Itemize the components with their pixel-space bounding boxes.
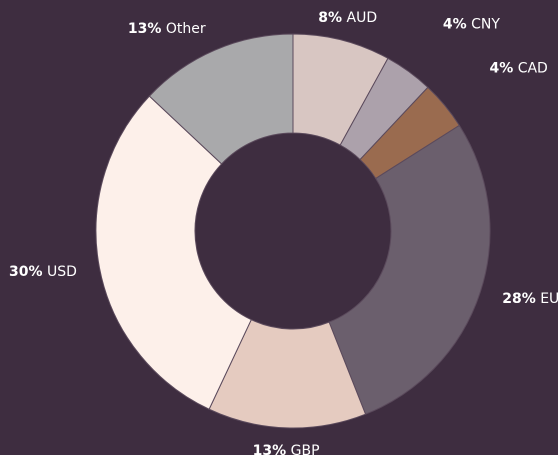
value-label: 4% (489, 60, 513, 76)
category-label: CAD (518, 60, 548, 76)
value-label: 4% (443, 17, 467, 33)
slice (95, 95, 252, 410)
value-label: 13% (128, 21, 162, 37)
category-label: GBP (291, 443, 320, 455)
slice-label: 13% Other (128, 21, 206, 37)
value-label: 28% (502, 291, 536, 307)
slice (328, 124, 491, 415)
slice-label: 4% CAD (489, 60, 547, 76)
value-label: 8% (318, 10, 342, 26)
value-label: 13% (253, 443, 287, 455)
category-label: AUD (347, 10, 378, 26)
category-label: Other (166, 21, 206, 37)
slice (148, 33, 294, 165)
slice-label: 4% CNY (443, 17, 500, 33)
slice-label: 28% EUR (502, 291, 558, 307)
category-label: USD (47, 264, 77, 280)
slice-label: 13% GBP (253, 443, 320, 455)
slice-label: 8% AUD (318, 10, 377, 26)
slice-label: 30% USD (9, 264, 77, 280)
value-label: 30% (9, 264, 43, 280)
category-label: EUR (540, 291, 558, 307)
category-label: CNY (471, 17, 500, 33)
